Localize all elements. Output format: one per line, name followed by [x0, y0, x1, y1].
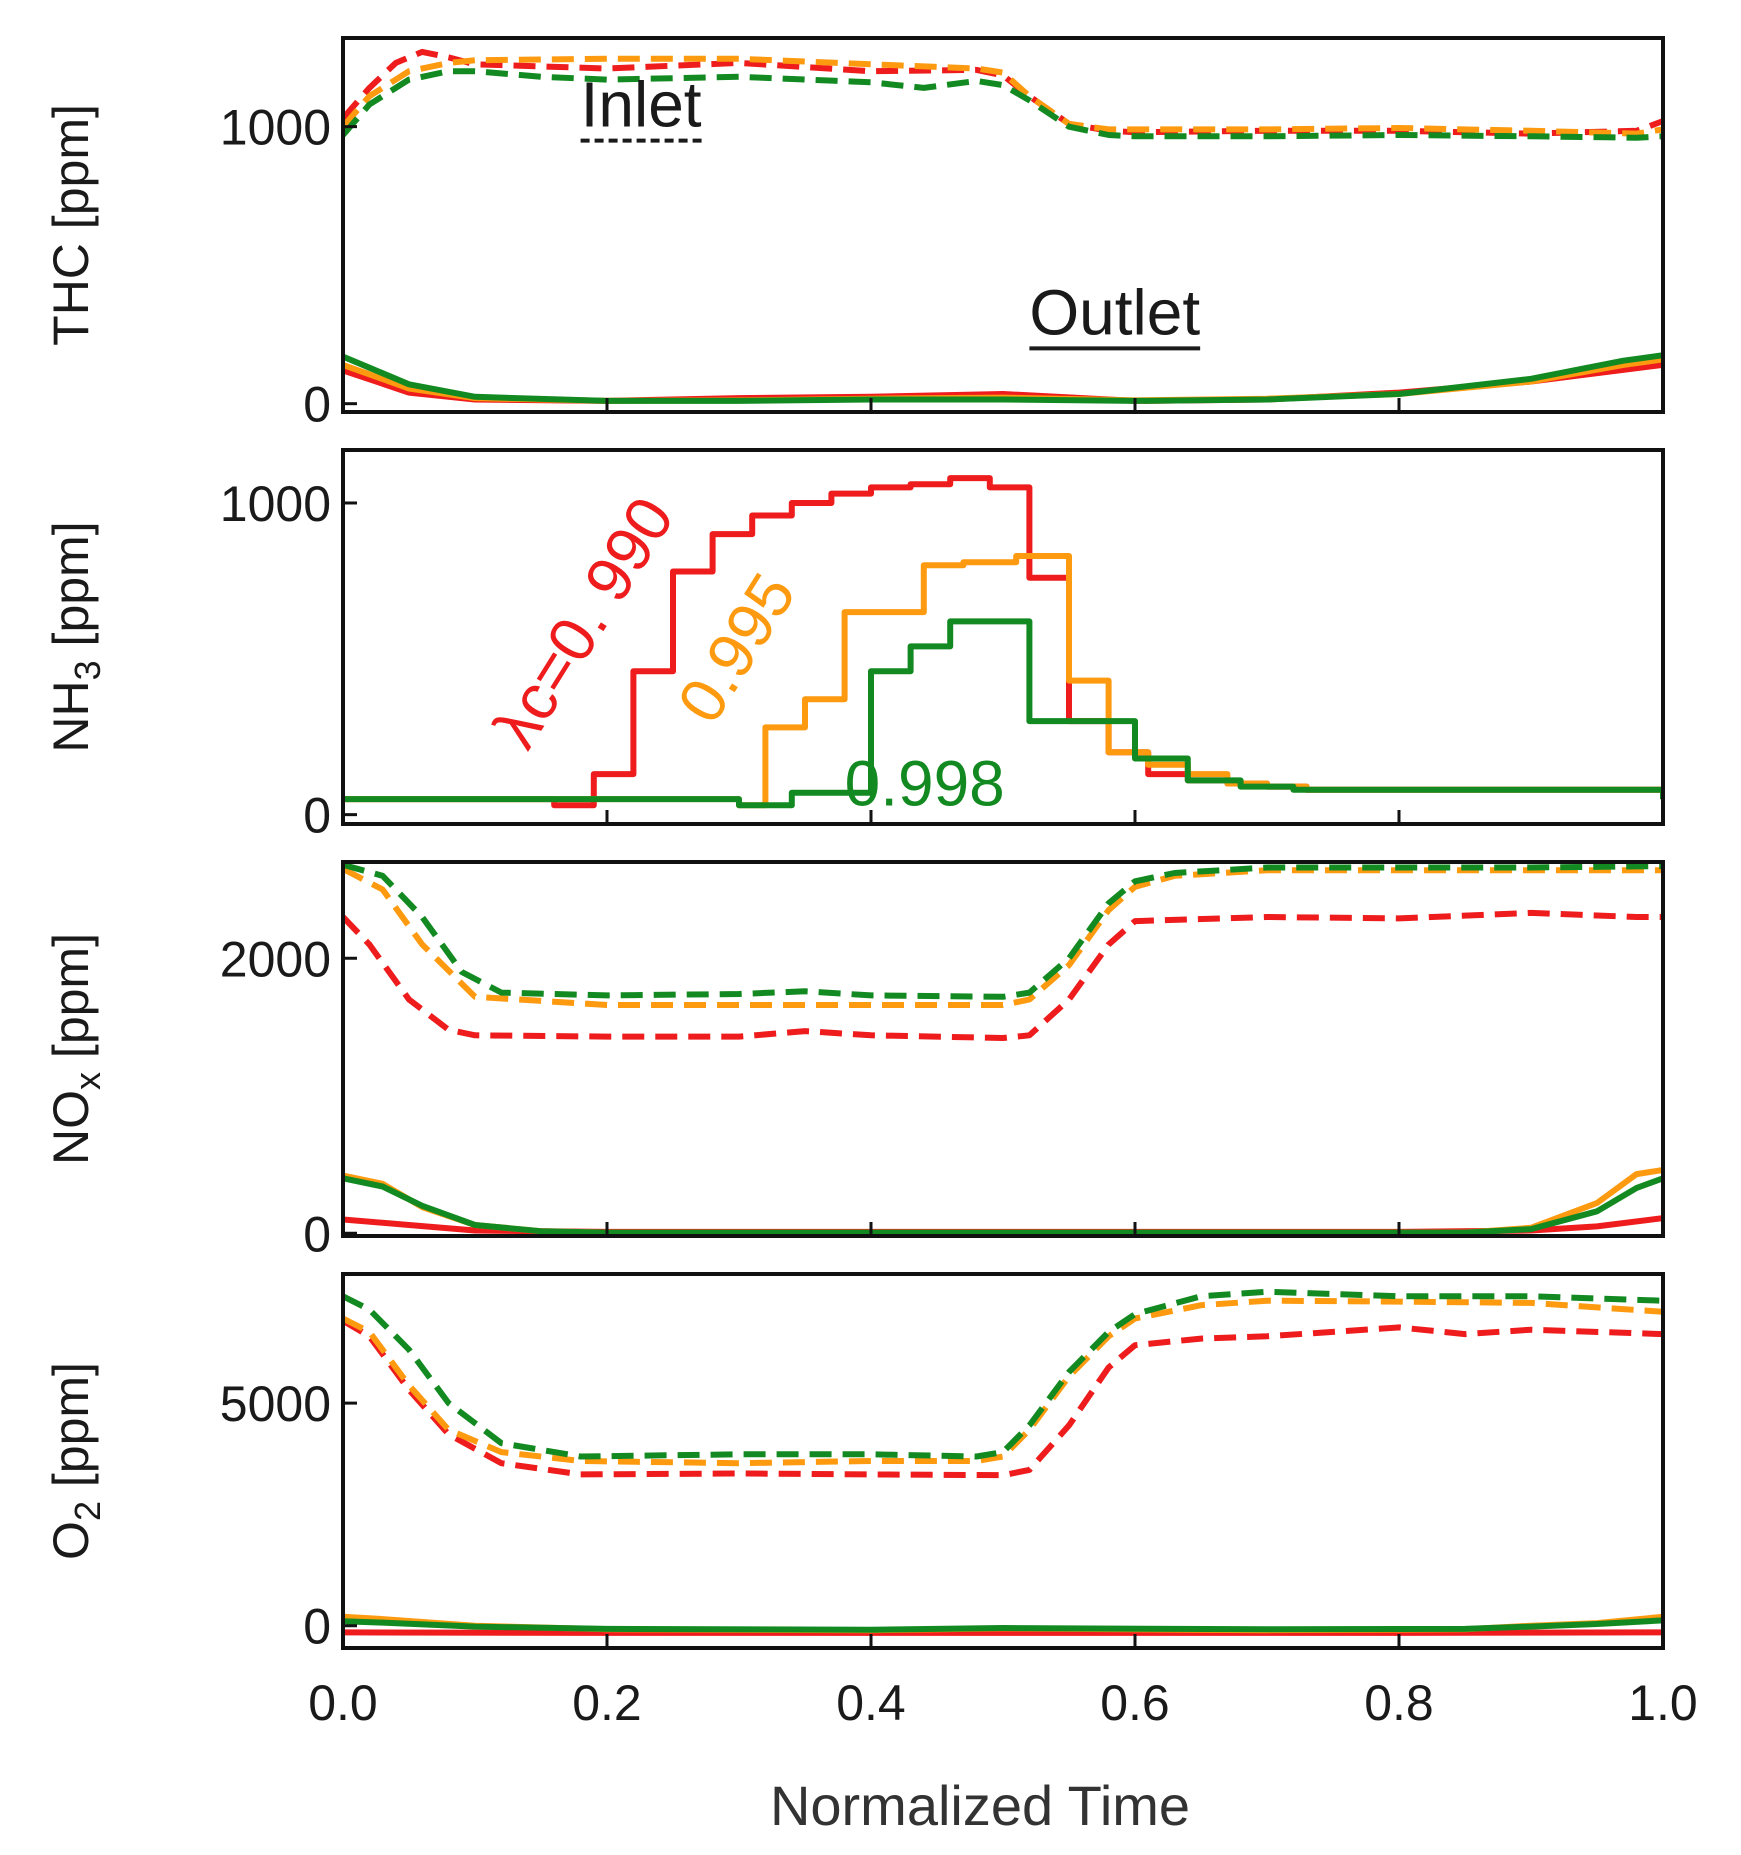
- series-line-thc-5: [343, 352, 1663, 404]
- panel-frame: [341, 36, 1665, 414]
- y-axis-label-main: O: [43, 1521, 99, 1560]
- x-tick-label: 0.8: [1364, 1675, 1434, 1731]
- y-tick-label: 1000: [220, 476, 331, 532]
- y-tick-label: 0: [303, 377, 331, 433]
- series-line-thc-1: [343, 55, 1663, 137]
- series-line-thc-2: [343, 68, 1663, 141]
- series-line-nox-0: [343, 909, 1663, 1041]
- y-tick-label: 0: [303, 1599, 331, 1655]
- series-line-nox-2: [343, 862, 1663, 1000]
- x-tick-label: 0.2: [572, 1675, 642, 1731]
- series-line-nh3-1: [343, 553, 1663, 809]
- series-line-o2-2: [343, 1288, 1663, 1460]
- y-axis-label-main: THC [ppm]: [43, 104, 99, 346]
- y-tick-label: 1000: [220, 100, 331, 156]
- y-axis-label: NOx [ppm]: [43, 933, 108, 1165]
- y-axis-label: O2 [ppm]: [43, 1362, 108, 1560]
- series-line-nox-1: [343, 866, 1663, 1008]
- series-line-nh3-2: [343, 618, 1663, 809]
- y-axis-label-main: NO: [43, 1090, 99, 1165]
- annotation-nh3-1: 0.995: [663, 561, 809, 735]
- y-axis-label: NH3 [ppm]: [43, 521, 108, 752]
- series-line-o2-3: [343, 1629, 1663, 1636]
- series-line-thc-4: [343, 356, 1663, 404]
- y-axis-label-subscript: x: [67, 1072, 108, 1090]
- y-axis-label-subscript: 2: [67, 1501, 108, 1521]
- x-tick-label: 0.0: [308, 1675, 378, 1731]
- annotation-thc-1: Outlet: [1029, 276, 1200, 348]
- y-tick-label: 2000: [220, 931, 331, 987]
- series-line-nox-4: [343, 1167, 1663, 1236]
- series-line-nox-5: [343, 1175, 1663, 1236]
- annotation-nh3-0: λc=0. 990: [479, 485, 688, 760]
- series-line-o2-1: [343, 1297, 1663, 1467]
- y-axis-label: THC [ppm]: [43, 104, 99, 346]
- panel-nox: 0 2000 NOx [ppm]: [43, 860, 1665, 1262]
- y-axis-label-unit: [ppm]: [43, 933, 99, 1072]
- y-axis-label-main: NH: [43, 680, 99, 752]
- panel-thc: 0 1000 THC [ppm] Inlet Outlet: [43, 36, 1665, 433]
- series-group: [343, 48, 1663, 404]
- x-tick-label: 0.6: [1100, 1675, 1170, 1731]
- series-group: [343, 1288, 1663, 1636]
- y-tick-label: 0: [303, 788, 331, 844]
- series-line-o2-5: [343, 1617, 1663, 1633]
- panel-frame: [341, 448, 1665, 826]
- x-axis-label: Normalized Time: [770, 1774, 1190, 1837]
- panel-frame: [341, 1272, 1665, 1650]
- panel-o2: 0.0 0.2 0.4 0.6 0.8 1.0 0 5000 O2 [ppm]: [43, 1272, 1698, 1731]
- y-axis-label-unit: [ppm]: [43, 521, 99, 660]
- x-tick-label: 0.4: [836, 1675, 906, 1731]
- series-group: [343, 475, 1663, 809]
- series-group: [343, 862, 1663, 1236]
- x-tick-label: 1.0: [1628, 1675, 1698, 1731]
- annotation-nh3-2: 0.998: [845, 747, 1005, 819]
- y-axis-label-unit: [ppm]: [43, 1362, 99, 1501]
- panel-frame: [341, 860, 1665, 1238]
- series-line-o2-0: [343, 1318, 1663, 1479]
- series-line-thc-0: [343, 48, 1663, 137]
- y-tick-label: 0: [303, 1206, 331, 1262]
- y-axis-label-subscript: 3: [67, 660, 108, 680]
- annotation-thc-0: Inlet: [581, 69, 702, 141]
- y-tick-label: 5000: [220, 1376, 331, 1432]
